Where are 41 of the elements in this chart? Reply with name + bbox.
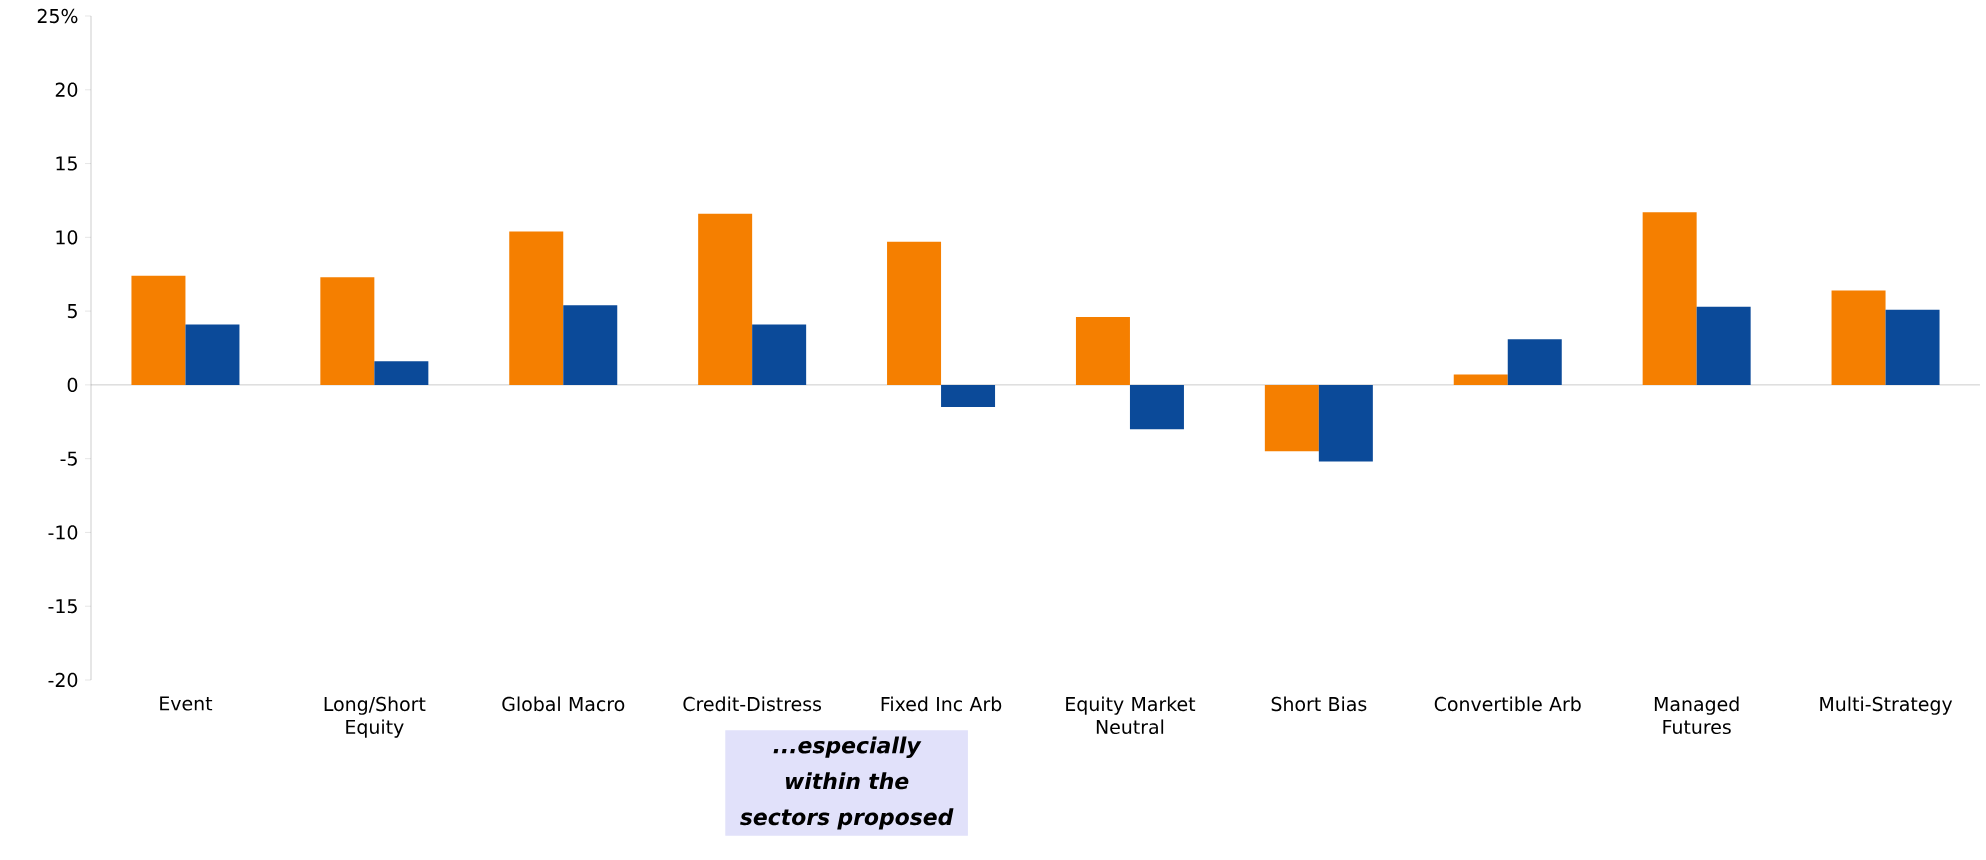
bar (1264, 384, 1319, 452)
x-tick-label: Long/Short Equity (324, 696, 426, 738)
bar (1453, 374, 1508, 385)
y-tick-label: -10 (48, 525, 78, 540)
y-tick-label: -20 (48, 672, 78, 688)
x-tick-label: Short Bias (1271, 696, 1367, 712)
x-tick-label: Equity Market Neutral (1066, 696, 1196, 735)
bar (1885, 309, 1940, 385)
bar (1129, 384, 1184, 430)
bar (1831, 290, 1886, 385)
y-tick-label: 20 (55, 82, 78, 97)
bar (1696, 306, 1751, 385)
bar (1318, 384, 1373, 462)
bar (752, 324, 807, 385)
y-tick-label: 10 (56, 230, 78, 245)
y-tick-label: -5 (60, 451, 77, 466)
bar (1642, 212, 1697, 385)
bar (887, 241, 942, 385)
y-tick-label: 15 (56, 156, 77, 171)
bar (374, 361, 429, 385)
bar (320, 277, 375, 385)
y-tick-label: 0 (67, 377, 78, 393)
bar (1075, 317, 1130, 385)
x-tick-label: Event (160, 696, 213, 711)
bar (563, 305, 618, 385)
x-tick-label: Convertible Arb (1434, 696, 1581, 712)
bar (941, 384, 996, 408)
y-tick-label: 5 (67, 304, 77, 319)
y-tick-label: 25% (37, 8, 78, 24)
x-tick-label: Managed Futures (1654, 696, 1739, 735)
bar (131, 275, 186, 385)
y-tick-label: -15 (48, 599, 77, 614)
bar (185, 324, 240, 385)
bar (509, 231, 564, 385)
bar (1507, 339, 1562, 385)
text: ...especially within the sectors proposed (740, 736, 954, 830)
x-tick-label: Fixed Inc Arb (881, 696, 1002, 712)
x-tick-label: Multi-Strategy (1820, 696, 1953, 715)
bar (698, 213, 753, 385)
x-tick-label: Global Macro (502, 696, 625, 712)
x-tick-label: Credit-Distress (683, 696, 822, 712)
